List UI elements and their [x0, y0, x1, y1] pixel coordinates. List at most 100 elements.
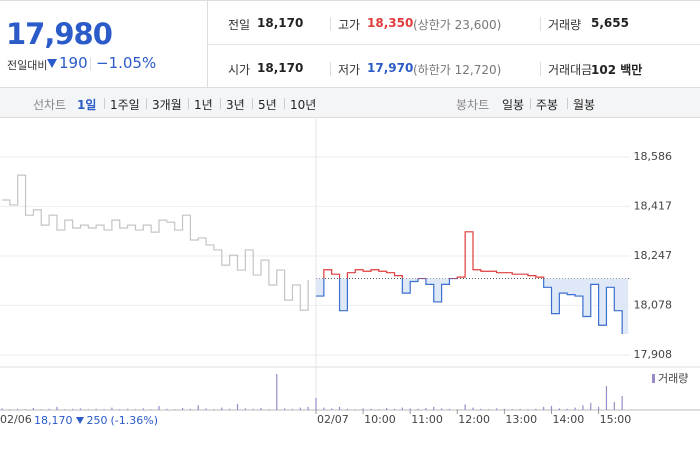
change-label: 전일대비 — [7, 59, 48, 72]
volume-bar — [448, 408, 451, 410]
volume-bar — [558, 408, 560, 410]
period-tab[interactable]: 10년 — [290, 98, 317, 112]
volume-bar — [346, 408, 348, 410]
volume-bar — [166, 408, 168, 410]
stat-label: 거래대금 — [548, 63, 593, 77]
volume-bar — [119, 409, 121, 410]
tab-group-label: 선차트 — [33, 98, 67, 112]
volume-bar — [1, 408, 3, 410]
y-tick-label: 18,417 — [634, 199, 673, 212]
volume-bar — [488, 409, 490, 410]
price-line — [2, 174, 309, 311]
volume-bar — [338, 406, 341, 410]
separator — [540, 17, 541, 31]
volume-bar — [9, 409, 11, 410]
candle-tab[interactable]: 월봉 — [573, 98, 596, 112]
candle-tab[interactable]: 일봉 — [502, 98, 525, 112]
down-arrow — [47, 58, 57, 68]
info-pct: (-1.36%) — [110, 414, 159, 427]
hover-info: 18,170 250 (-1.36%) — [34, 414, 158, 427]
separator — [90, 57, 91, 71]
volume-bar — [433, 406, 435, 410]
volume-bar — [354, 409, 356, 410]
volume-bar — [464, 404, 466, 410]
volume-bar — [598, 406, 600, 410]
candle-tab[interactable]: 주봉 — [536, 98, 559, 112]
period-tab[interactable]: 3개월 — [152, 98, 182, 112]
volume-bar — [590, 402, 592, 410]
volume-bar — [519, 408, 521, 410]
x-tick-label: 02/07 — [317, 413, 349, 426]
volume-bar — [252, 408, 254, 410]
volume-bar — [142, 408, 144, 410]
volume-bar — [24, 409, 27, 410]
volume-bar — [425, 408, 427, 410]
separator — [284, 98, 285, 109]
volume-bar — [284, 408, 286, 410]
stat-value: 5,655 — [591, 16, 629, 30]
volume-bar — [378, 409, 380, 410]
volume-bar — [370, 408, 372, 410]
volume-bar — [268, 409, 270, 410]
stat-value: 18,350 — [367, 16, 414, 30]
separator — [146, 98, 147, 109]
volume-bar — [213, 409, 215, 410]
price-line-down — [316, 278, 623, 335]
volume-bar — [48, 408, 50, 410]
volume-bar — [605, 386, 608, 410]
x-tick-label: 02/06 — [0, 413, 32, 426]
separator — [530, 98, 531, 109]
volume-bar — [480, 408, 482, 410]
volume-bar — [189, 408, 191, 410]
volume-bar — [127, 408, 129, 410]
tab-group-label: 봉차트 — [456, 98, 490, 112]
down-area — [316, 278, 629, 335]
volume-bar — [32, 408, 34, 410]
volume-bar — [550, 406, 553, 410]
volume-bar — [174, 409, 176, 410]
x-tick-label: 11:00 — [411, 413, 443, 426]
y-tick-label: 18,247 — [634, 249, 673, 262]
volume-bar — [236, 404, 239, 410]
period-tab[interactable]: 3년 — [226, 98, 245, 112]
volume-bar — [260, 408, 262, 410]
volume-bar — [472, 407, 474, 410]
volume-bar — [386, 408, 388, 410]
period-tab[interactable]: 1주일 — [110, 98, 140, 112]
volume-bar — [543, 406, 545, 410]
separator — [330, 17, 331, 31]
volume-bar — [181, 408, 184, 410]
volume-bar — [409, 408, 411, 410]
period-tab[interactable]: 5년 — [258, 98, 277, 112]
stat-value: 18,170 — [257, 61, 304, 75]
volume-bar — [527, 409, 529, 410]
stat-value: 18,170 — [257, 16, 304, 30]
volume-bar — [150, 409, 152, 410]
volume-bar — [205, 408, 207, 410]
volume-bar — [401, 407, 403, 410]
separator — [252, 98, 253, 109]
summary: 17,980 전일대비 190 −1.05% 전일 18,170 고가 18,350(… — [0, 0, 700, 88]
x-tick-label: 10:00 — [364, 413, 396, 426]
volume-bar — [621, 396, 623, 410]
volume-bar — [582, 405, 584, 410]
stat-label: 시가 — [228, 63, 251, 77]
stat-label: 전일 — [228, 18, 251, 32]
volume-bar — [299, 407, 301, 410]
x-tick-label: 13:00 — [505, 413, 537, 426]
volume-bar — [307, 406, 309, 410]
volume-bar — [323, 407, 325, 410]
change-value: 190 — [59, 54, 88, 72]
volume-bar — [417, 408, 419, 410]
volume-bar — [393, 408, 396, 410]
down-arrow — [75, 417, 84, 424]
volume-bar — [64, 409, 66, 410]
volume-bar — [511, 409, 513, 410]
y-tick-label: 18,078 — [634, 298, 673, 311]
period-tab[interactable]: 1년 — [194, 98, 213, 112]
period-tab[interactable]: 1일 — [77, 98, 97, 112]
volume-bar — [613, 402, 615, 410]
volume-bar — [495, 408, 498, 410]
price-box: 17,980 전일대비 190 −1.05% — [0, 1, 208, 88]
stat-label: 고가 — [338, 18, 361, 32]
